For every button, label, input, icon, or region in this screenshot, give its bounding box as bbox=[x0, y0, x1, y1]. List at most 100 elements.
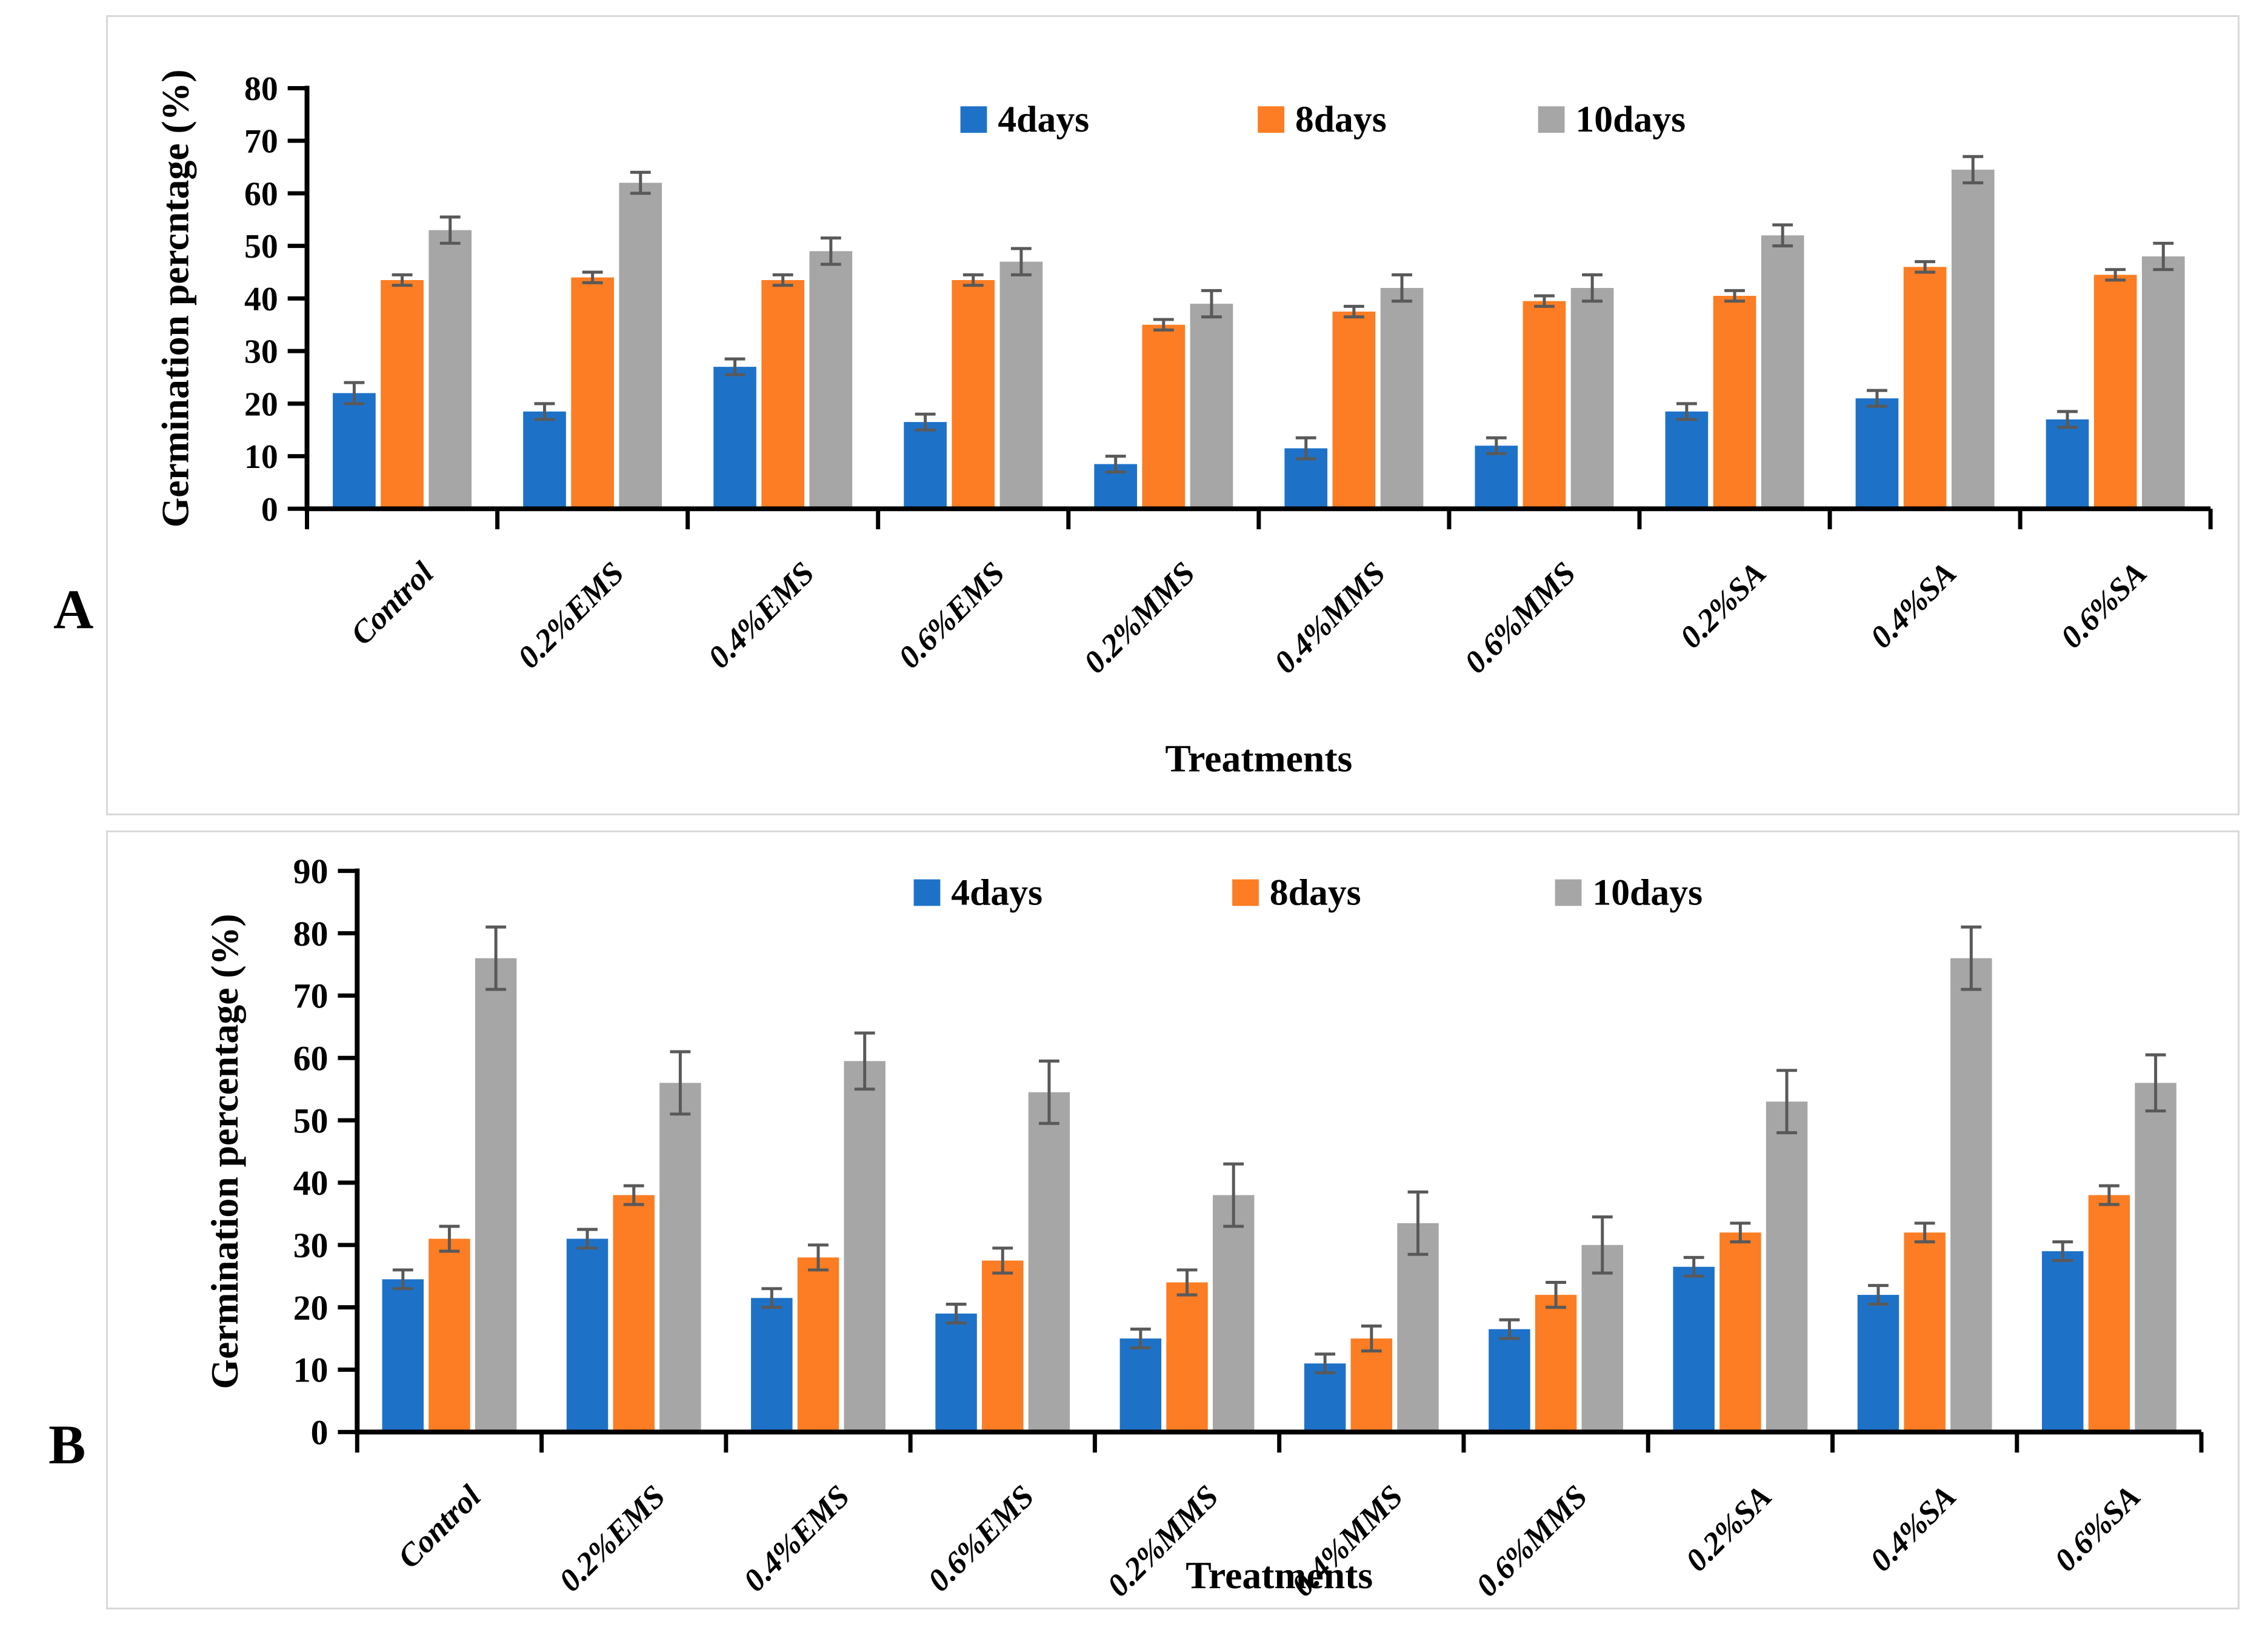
x-category-label: 0.2%SA bbox=[1679, 1478, 1778, 1578]
error-bar-8days-0.2%SA bbox=[1724, 289, 1745, 303]
bar-8days-0.2%SA bbox=[1719, 1232, 1761, 1432]
error-bar-4days-0.4%EMS bbox=[724, 357, 745, 376]
y-axis-title: Germination percentage (%) bbox=[203, 914, 246, 1389]
panel-b: 0 10 20 30 40 50 60 70 80 90 Control 0.2%EMS 0.4%EMS… bbox=[106, 830, 2240, 1609]
bar-10days-0.2%EMS bbox=[619, 182, 662, 509]
bar-8days-0.2%MMS bbox=[1166, 1282, 1208, 1432]
error-bar-4days-0.6%SA bbox=[2052, 1240, 2073, 1263]
x-category-label: 0.2%SA bbox=[1673, 555, 1773, 655]
error-bar-8days-0.2%MMS bbox=[1176, 1268, 1198, 1297]
bar-10days-0.2%MMS bbox=[1212, 1195, 1255, 1432]
bar-4days-0.6%SA bbox=[2046, 419, 2089, 509]
legend-label-8days: 8days bbox=[1270, 872, 1361, 913]
bar-10days-0.4%MMS bbox=[1380, 288, 1424, 509]
legend-label-10days: 10days bbox=[1575, 99, 1686, 140]
x-category-label: 0.4%EMS bbox=[701, 555, 821, 675]
bar-8days-0.2%MMS bbox=[1142, 324, 1186, 509]
bar-10days-0.6%MMS bbox=[1581, 1244, 1623, 1432]
error-bar-4days-Control bbox=[344, 381, 365, 406]
x-axis-title: Treatments bbox=[1165, 737, 1352, 780]
error-bar-10days-0.6%EMS bbox=[1010, 247, 1032, 276]
bar-8days-0.4%SA bbox=[1903, 267, 1947, 509]
x-category-label: 0.4%SA bbox=[1864, 555, 1963, 655]
bar-4days-Control bbox=[382, 1279, 424, 1432]
bar-10days-0.6%SA bbox=[2141, 256, 2185, 509]
error-bar-10days-0.6%EMS bbox=[1039, 1059, 1059, 1125]
legend-label-8days: 8days bbox=[1295, 99, 1387, 140]
error-bar-10days-0.4%EMS bbox=[820, 236, 841, 266]
error-bar-8days-0.4%EMS bbox=[808, 1243, 829, 1272]
error-bar-8days-0.4%SA bbox=[1914, 1221, 1935, 1244]
legend-item-10days: 10days bbox=[1538, 99, 1686, 140]
error-bar-4days-0.4%SA bbox=[1868, 1284, 1889, 1306]
error-bar-10days-0.6%MMS bbox=[1582, 273, 1603, 303]
bar-8days-0.6%EMS bbox=[982, 1260, 1024, 1432]
y-tick-label: 30 bbox=[244, 333, 278, 371]
bar-10days-0.4%EMS bbox=[809, 251, 853, 509]
y-tick-label: 50 bbox=[293, 1102, 329, 1140]
y-tick-label: 40 bbox=[244, 281, 278, 318]
bar-4days-0.2%EMS bbox=[566, 1238, 609, 1432]
bar-10days-0.2%EMS bbox=[659, 1083, 701, 1432]
x-category-label: 0.4%MMS bbox=[1267, 555, 1392, 680]
legend-swatch-8days bbox=[1232, 879, 1259, 906]
x-category-label: 0.2%EMS bbox=[552, 1478, 672, 1599]
bar-4days-0.4%SA bbox=[1857, 1295, 1899, 1432]
legend-item-8days: 8days bbox=[1258, 99, 1387, 140]
bar-4days-0.2%MMS bbox=[1119, 1338, 1162, 1432]
y-tick-label: 80 bbox=[244, 70, 278, 108]
error-bar-4days-0.6%EMS bbox=[946, 1303, 967, 1325]
error-bar-10days-0.2%SA bbox=[1776, 1069, 1797, 1135]
error-bar-4days-0.6%SA bbox=[2057, 410, 2078, 429]
legend-swatch-4days bbox=[960, 106, 987, 133]
bar-4days-0.4%MMS bbox=[1304, 1363, 1346, 1432]
bar-8days-0.2%EMS bbox=[613, 1195, 655, 1432]
error-bar-10days-0.2%EMS bbox=[670, 1050, 691, 1116]
legend-label-4days: 4days bbox=[998, 99, 1089, 140]
error-bar-10days-0.6%SA bbox=[2153, 241, 2174, 272]
error-bar-4days-0.2%SA bbox=[1683, 1255, 1704, 1278]
bar-8days-0.2%SA bbox=[1713, 296, 1756, 509]
legend-label-4days: 4days bbox=[951, 872, 1042, 913]
y-tick-label: 60 bbox=[293, 1040, 329, 1078]
error-bar-8days-0.4%SA bbox=[1915, 260, 1936, 274]
x-category-label: 0.6%SA bbox=[2054, 555, 2153, 655]
legend-swatch-8days bbox=[1258, 106, 1284, 133]
x-category-label: 0.2%MMS bbox=[1077, 555, 1202, 680]
y-tick-label: 20 bbox=[293, 1289, 329, 1328]
error-bar-10days-0.4%SA bbox=[1963, 155, 1984, 185]
error-bar-4days-Control bbox=[392, 1268, 413, 1291]
error-bar-10days-0.4%MMS bbox=[1392, 273, 1412, 303]
error-bar-4days-0.6%MMS bbox=[1499, 1318, 1520, 1340]
error-bar-4days-0.6%MMS bbox=[1486, 436, 1507, 455]
error-bar-10days-0.6%SA bbox=[2145, 1053, 2166, 1113]
bar-8days-0.6%MMS bbox=[1523, 301, 1566, 509]
bar-4days-0.4%SA bbox=[1855, 398, 1899, 509]
bar-8days-0.6%SA bbox=[2088, 1195, 2130, 1432]
bar-10days-0.6%SA bbox=[2135, 1083, 2176, 1432]
x-category-label: Control bbox=[344, 555, 441, 652]
x-category-label: 0.4%EMS bbox=[737, 1478, 857, 1599]
legend-item-4days: 4days bbox=[913, 872, 1042, 913]
bar-4days-0.6%EMS bbox=[935, 1313, 977, 1432]
bar-4days-0.6%SA bbox=[2041, 1251, 2084, 1432]
x-category-label: 0.4%SA bbox=[1864, 1478, 1963, 1578]
x-category-label: 0.6%EMS bbox=[892, 555, 1012, 675]
bar-10days-0.4%EMS bbox=[844, 1061, 886, 1432]
y-tick-label: 90 bbox=[293, 853, 329, 891]
bar-4days-0.2%SA bbox=[1673, 1266, 1715, 1432]
bar-8days-0.4%SA bbox=[1904, 1232, 1946, 1432]
error-bar-4days-0.2%EMS bbox=[577, 1228, 598, 1250]
y-tick-label: 10 bbox=[293, 1352, 329, 1390]
legend-swatch-10days bbox=[1555, 879, 1582, 906]
bar-4days-0.4%EMS bbox=[713, 367, 756, 509]
x-category-label: Control bbox=[391, 1478, 487, 1575]
bar-10days-Control bbox=[429, 230, 472, 509]
error-bar-8days-0.6%SA bbox=[2105, 268, 2126, 282]
y-tick-label: 0 bbox=[261, 491, 278, 529]
x-category-label: 0.6%MMS bbox=[1470, 1478, 1595, 1603]
x-category-label: 0.6%MMS bbox=[1458, 555, 1583, 680]
bar-4days-0.6%MMS bbox=[1489, 1329, 1530, 1432]
bar-4days-Control bbox=[333, 393, 376, 509]
legend-swatch-10days bbox=[1538, 106, 1565, 133]
